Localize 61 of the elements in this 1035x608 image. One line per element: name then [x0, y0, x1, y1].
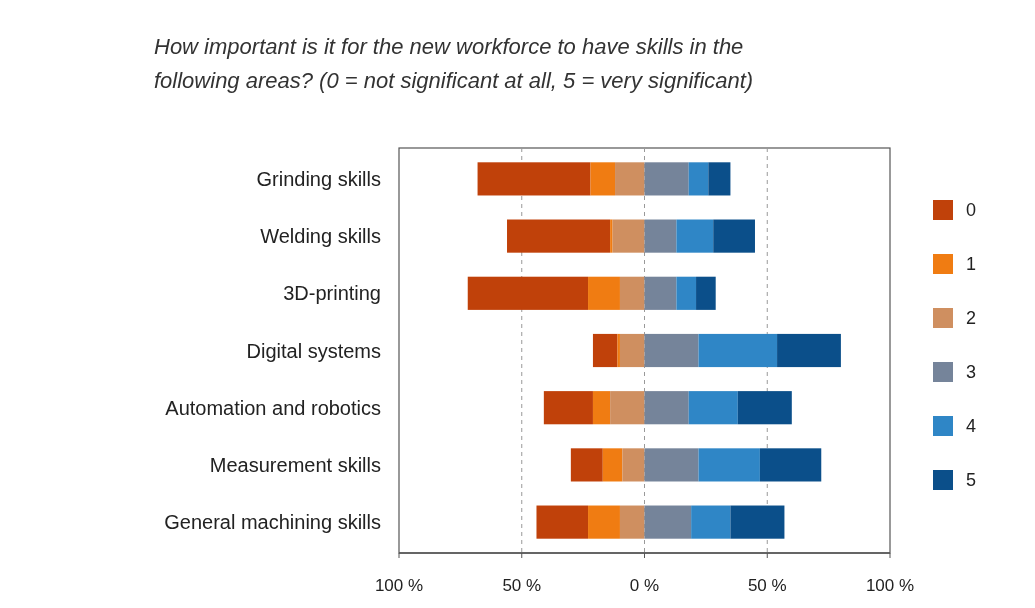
legend-label: 4	[966, 416, 977, 437]
y-tick-label: Automation and robotics	[165, 396, 381, 419]
legend-label: 0	[966, 200, 977, 221]
y-tick-label: Digital systems	[246, 339, 381, 362]
bar	[676, 219, 714, 253]
bar	[536, 505, 589, 539]
bar	[644, 276, 677, 310]
y-tick-label: Welding skills	[260, 225, 381, 248]
bar	[688, 162, 709, 196]
bar	[615, 162, 645, 196]
y-tick-label: 3D-printing	[283, 282, 381, 305]
bar	[592, 333, 618, 368]
bar	[696, 276, 716, 310]
chart-title: How important is it for the new workforce to have skills in the following areas? (0 = not significant at all, 5 = very significant)	[154, 34, 754, 93]
bar	[619, 505, 645, 539]
bar	[698, 333, 778, 368]
y-tick-label: General machining skills	[164, 511, 381, 534]
bar	[617, 333, 620, 368]
bar	[592, 391, 611, 425]
bar	[698, 448, 760, 482]
bar	[622, 448, 645, 482]
bar	[676, 276, 697, 310]
bar	[713, 219, 755, 253]
bar	[610, 219, 613, 253]
bar	[619, 276, 645, 310]
bar	[644, 448, 699, 482]
bar	[588, 505, 620, 539]
bar	[619, 333, 645, 368]
bar	[644, 219, 677, 253]
bar	[477, 162, 591, 196]
bar	[602, 448, 623, 482]
bar	[590, 162, 616, 196]
bar	[688, 391, 738, 425]
bar	[543, 391, 593, 425]
bar	[777, 333, 841, 368]
bar	[588, 276, 620, 310]
legend-label: 5	[966, 470, 977, 491]
legend-label: 3	[966, 362, 977, 383]
legend-label: 1	[966, 254, 977, 275]
y-tick-label: Measurement skills	[209, 453, 381, 476]
legend-label: 2	[966, 308, 977, 329]
bar	[644, 162, 689, 196]
bar	[759, 448, 822, 482]
x-tick-label: 100 %	[865, 576, 915, 595]
x-tick-label: 0 %	[629, 576, 660, 595]
bar	[570, 448, 603, 482]
bar	[507, 219, 611, 253]
bar	[644, 505, 692, 539]
bar	[612, 219, 645, 253]
bar	[467, 276, 589, 310]
bar	[644, 333, 699, 368]
bar	[610, 391, 645, 425]
bar	[737, 391, 792, 425]
x-tick-label: 50 %	[747, 576, 787, 595]
x-tick-label: 50 %	[502, 576, 542, 595]
bar	[691, 505, 731, 539]
bar	[708, 162, 731, 196]
x-tick-label: 100 %	[374, 576, 424, 595]
bar	[644, 391, 689, 425]
bar	[730, 505, 785, 539]
y-tick-label: Grinding skills	[256, 167, 381, 190]
